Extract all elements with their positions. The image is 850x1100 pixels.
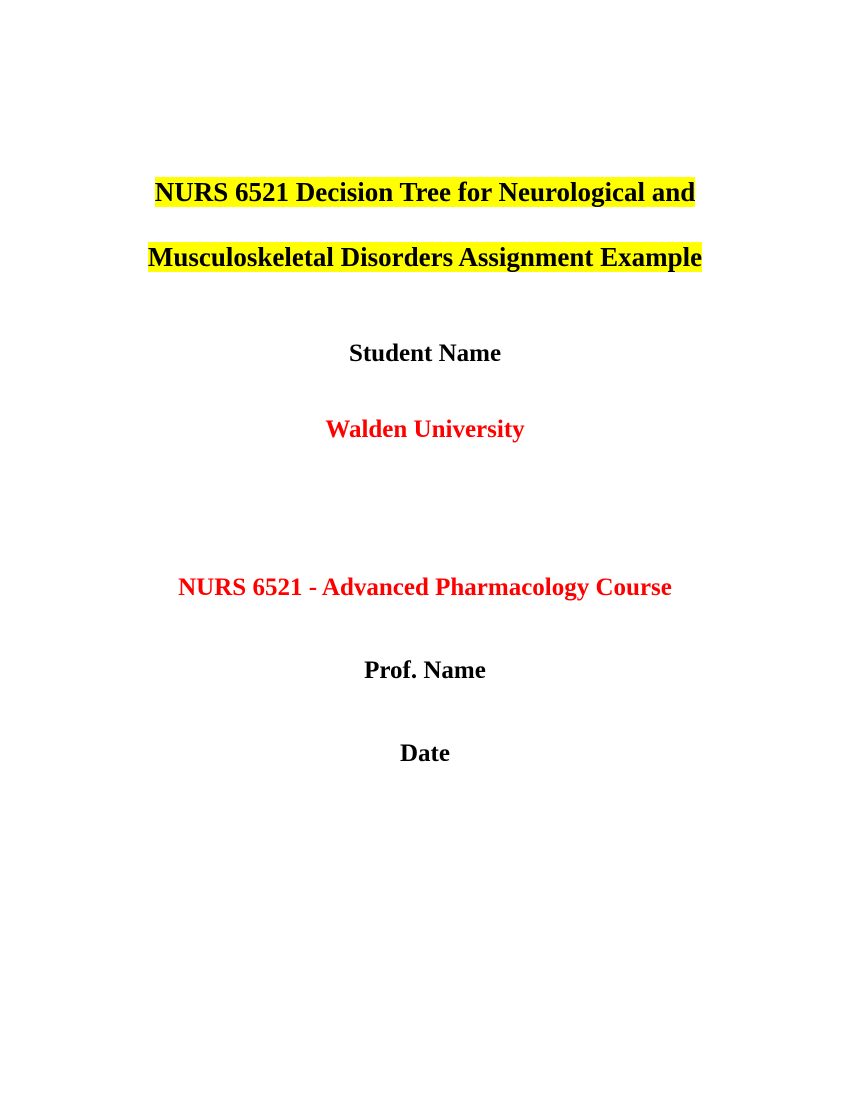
university-name: Walden University [90,416,760,444]
student-name: Student Name [90,340,760,368]
title-line-2: Musculoskeletal Disorders Assignment Exa… [148,242,702,272]
title-line-1: NURS 6521 Decision Tree for Neurological… [155,177,696,207]
document-title: NURS 6521 Decision Tree for Neurological… [90,160,760,290]
course-name: NURS 6521 - Advanced Pharmacology Course [90,574,760,602]
date-field: Date [90,740,760,768]
professor-name: Prof. Name [90,657,760,685]
